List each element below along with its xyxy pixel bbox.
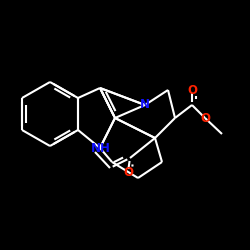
Text: O: O xyxy=(123,166,133,178)
Text: O: O xyxy=(200,112,210,124)
Text: O: O xyxy=(187,84,197,96)
Text: N: N xyxy=(140,98,150,110)
Text: NH: NH xyxy=(91,142,111,154)
